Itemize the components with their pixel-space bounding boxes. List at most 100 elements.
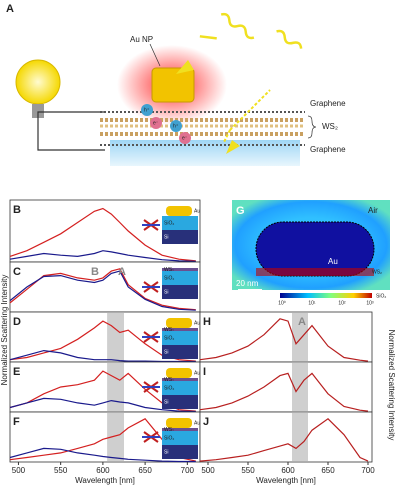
panel: B Au SiO₂ Si Normalized Scattering Intensity (0, 199, 201, 386)
inset-label: Si (164, 234, 168, 240)
inset-layer (166, 368, 192, 378)
inset-layer (162, 345, 198, 359)
bulb (15, 59, 61, 105)
x-tick-label: 550 (241, 466, 255, 475)
spectrum (9, 370, 196, 412)
colorbar (280, 293, 372, 298)
y-axis-label: Normalized Scattering Intensity (387, 330, 396, 441)
x-tick-label: 550 (54, 466, 68, 475)
x-tick-label: 500 (201, 466, 215, 475)
spectrum (9, 268, 196, 311)
highlight-band (107, 413, 124, 461)
panel-letter: E (13, 366, 20, 378)
highlight-band (292, 413, 308, 461)
spectrum (9, 270, 196, 311)
spectrum (9, 447, 196, 463)
carrier-label: e⁻ (182, 135, 188, 141)
inset-label: SiO₂ (164, 335, 174, 341)
label: Graphene (310, 99, 346, 108)
colorbar-label: 10⁰ (278, 300, 286, 306)
y-axis-label: Normalized Scattering Intensity (0, 275, 9, 386)
colorbar-label: 10¹ (308, 300, 316, 306)
inset-label: WS₂ (164, 267, 174, 273)
highlight-band (107, 363, 124, 411)
inset-label: Si (164, 289, 168, 295)
inset-layer (162, 431, 198, 445)
inset-label: SiO₂ (164, 385, 174, 391)
colorbar-label: 10² (338, 300, 346, 306)
panel-letter: C (13, 266, 21, 278)
inset-layer (162, 230, 198, 244)
inset-layer (162, 271, 198, 285)
carrier (150, 117, 162, 129)
wire (37, 111, 105, 151)
inset-label: Au (194, 320, 200, 326)
inset-layer (166, 206, 192, 216)
spectrum (9, 349, 196, 363)
frame (199, 411, 373, 463)
hot-spot (256, 268, 374, 276)
light-wave (199, 12, 303, 49)
x-axis-label: Wavelength [nm] (256, 476, 316, 485)
panel: C B A WS₂ SiO₂ Si (9, 261, 201, 313)
label: Graphene (310, 145, 346, 154)
arrow-head (176, 60, 194, 74)
inset-layer (162, 331, 198, 345)
inset-label: SiO₂ (164, 435, 174, 441)
inset-label: Si (164, 349, 168, 355)
panel-letter: J (203, 416, 209, 428)
spectrum (9, 418, 196, 462)
label: WS₂ (372, 269, 382, 275)
panel-letter: F (13, 416, 20, 428)
panel: J 500 550 600 650 700 Wavelength [nm] (199, 411, 375, 485)
spectrum (9, 397, 196, 413)
label: WS₂ (322, 122, 338, 131)
highlight-band (292, 313, 308, 361)
peak-label: A (118, 266, 126, 278)
inset-label: SiO₂ (164, 275, 174, 281)
panel-letter: A (6, 3, 14, 15)
brace (307, 115, 317, 139)
panel-letter: B (13, 204, 21, 216)
inset-layer (162, 395, 198, 409)
spectrum (9, 207, 196, 262)
spectrum (199, 372, 369, 412)
panel: H A Normalized Scattering Intensity (199, 311, 396, 441)
inset-layer (162, 381, 198, 395)
x-tick-label: 700 (361, 466, 375, 475)
inset-layer (166, 318, 192, 328)
panel-letter: D (13, 316, 21, 328)
inset-layer (162, 445, 198, 459)
field-map: G Air Au WS₂ 20 nm 10⁰ 10¹ 10² 10³ SiO₂ (232, 200, 390, 306)
spectrum (9, 320, 196, 362)
spectrum (199, 418, 369, 462)
spectrum (199, 318, 369, 362)
inset-layer (162, 216, 198, 230)
inset-layer (162, 378, 198, 381)
inset-layer (162, 285, 198, 299)
inset-layer (162, 428, 198, 431)
inset-label: Au (194, 370, 200, 376)
light-wave (223, 89, 271, 143)
scale-label: 20 nm (236, 279, 259, 288)
x-tick-label: 650 (321, 466, 335, 475)
peak-label: B (91, 266, 99, 278)
inset-label: Si (164, 449, 168, 455)
panel: F Au WS₂ SiO₂ Si 500 550 600 650 700 Wavelength [n… (9, 411, 201, 485)
inset-label: Au (194, 420, 200, 426)
inset-label: SiO₂ (164, 220, 174, 226)
panel-letter: G (236, 205, 245, 217)
inset-layer (162, 328, 198, 331)
carrier (141, 104, 153, 116)
highlight-band (107, 313, 124, 361)
carrier (170, 120, 182, 132)
inset-label: Si (164, 399, 168, 405)
gold-nanoparticle (151, 67, 195, 103)
arrow-head (226, 140, 240, 154)
peak-label: A (298, 316, 306, 328)
x-tick-label: 650 (138, 466, 152, 475)
inset-label: WS₂ (164, 327, 174, 333)
panel: I (199, 361, 373, 413)
label: Au (328, 257, 338, 266)
